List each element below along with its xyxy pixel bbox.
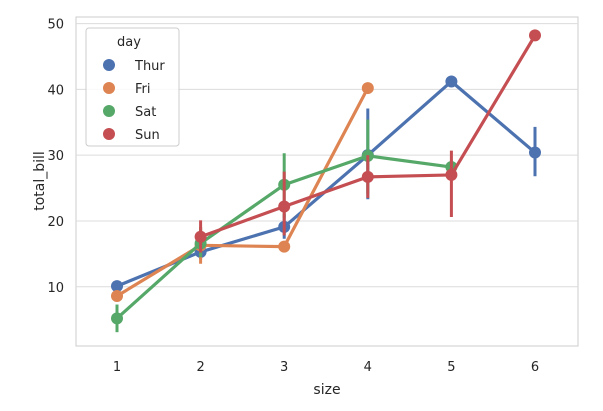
point-sat-1 bbox=[111, 312, 123, 325]
point-sun-5 bbox=[445, 168, 458, 181]
legend: day Thur Fri Sat Sun bbox=[85, 27, 180, 147]
point-thur-5 bbox=[445, 75, 458, 88]
x-axis-label: size bbox=[313, 382, 340, 398]
legend-item-fri: Fri bbox=[103, 82, 151, 97]
y-tick-label-50: 50 bbox=[47, 18, 64, 33]
x-tick-label-2: 2 bbox=[196, 360, 204, 375]
point-sun-4 bbox=[361, 170, 374, 183]
y-tick-label-30: 30 bbox=[47, 149, 64, 164]
y-tick-label-20: 20 bbox=[47, 215, 64, 230]
x-tick-label-1: 1 bbox=[113, 360, 121, 375]
legend-marker-sat bbox=[103, 105, 115, 117]
legend-label-thur: Thur bbox=[134, 59, 165, 74]
legend-title: day bbox=[117, 35, 141, 50]
x-tick-label-4: 4 bbox=[364, 360, 372, 375]
point-sun-6 bbox=[529, 29, 541, 42]
x-tick-label-5: 5 bbox=[447, 360, 455, 375]
y-tick-label-40: 40 bbox=[47, 83, 64, 98]
series-line-sun bbox=[282, 175, 370, 209]
legend-label-sat: Sat bbox=[135, 105, 156, 120]
point-fri-3 bbox=[278, 240, 291, 253]
series-line-thur bbox=[199, 225, 286, 254]
legend-marker-thur bbox=[103, 59, 115, 71]
y-axis-label: total_bill bbox=[32, 151, 48, 211]
series-layer bbox=[111, 29, 541, 333]
series-line-thur bbox=[366, 79, 453, 157]
legend-item-sat: Sat bbox=[103, 105, 156, 120]
legend-item-sun: Sun bbox=[103, 128, 160, 143]
series-line-thur bbox=[449, 79, 537, 155]
legend-marker-fri bbox=[103, 82, 115, 94]
series-line-sat bbox=[282, 154, 370, 187]
point-thur-1 bbox=[111, 280, 123, 293]
point-sun-3 bbox=[278, 200, 291, 213]
x-tick-label-3: 3 bbox=[280, 360, 288, 375]
point-fri-1 bbox=[111, 289, 123, 302]
series-sun bbox=[194, 29, 541, 253]
series-fri bbox=[111, 82, 374, 302]
series-line-fri bbox=[199, 243, 286, 249]
point-sun-2 bbox=[194, 230, 207, 243]
point-thur-6 bbox=[529, 146, 541, 159]
series-line-sun bbox=[199, 204, 286, 239]
x-tick-labels: 1 2 3 4 5 6 bbox=[113, 360, 539, 375]
y-tick-labels: 10 20 30 40 50 bbox=[47, 18, 64, 296]
series-line-sun bbox=[366, 173, 453, 179]
series-line-fri bbox=[282, 86, 370, 249]
series-line-sat bbox=[366, 154, 453, 169]
series-line-sat bbox=[199, 183, 286, 245]
legend-label-fri: Fri bbox=[135, 82, 151, 97]
legend-marker-sun bbox=[103, 128, 115, 140]
series-line-sun bbox=[449, 33, 537, 177]
legend-item-thur: Thur bbox=[103, 59, 165, 74]
gridlines bbox=[76, 23, 578, 288]
x-tick-label-6: 6 bbox=[531, 360, 539, 375]
point-fri-4 bbox=[361, 82, 374, 95]
legend-label-sun: Sun bbox=[135, 128, 160, 143]
y-tick-label-10: 10 bbox=[47, 281, 64, 296]
series-line-sat bbox=[115, 241, 203, 320]
